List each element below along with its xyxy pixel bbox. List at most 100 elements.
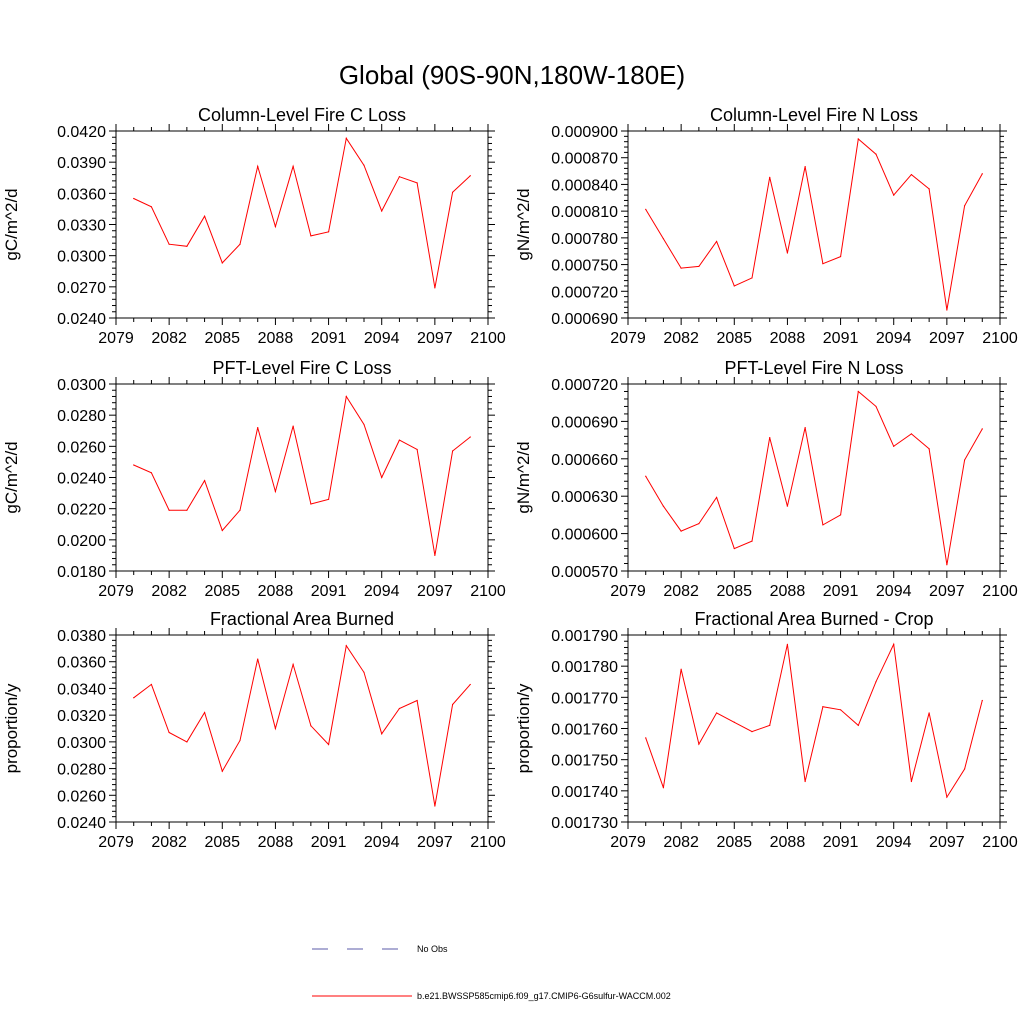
data-point [733, 547, 735, 550]
y-tick-label: 0.001750 [551, 753, 618, 770]
data-point [168, 509, 170, 511]
data-point [875, 153, 877, 155]
data-point [451, 450, 454, 452]
y-tick-label: 0.0360 [57, 655, 106, 672]
data-point [469, 436, 471, 438]
data-point [150, 206, 153, 208]
y-tick-label: 0.000750 [551, 258, 618, 275]
data-point [203, 480, 206, 482]
panel-grid: Column-Level Fire C Loss gC/m^2/d 2079 2082… [2, 105, 1018, 851]
data-point [715, 240, 718, 243]
data-point [168, 731, 170, 734]
data-point [715, 712, 718, 714]
y-tick-label: 0.000810 [551, 204, 618, 221]
data-point [645, 737, 647, 739]
data-point [310, 235, 312, 237]
data-point [698, 265, 700, 267]
data-point [680, 267, 682, 269]
data-point [239, 243, 241, 245]
data-point [733, 721, 735, 723]
data-point [133, 197, 135, 200]
x-tick-label: 2091 [311, 834, 347, 851]
y-tick-label: 0.000900 [551, 124, 618, 141]
series-line-1 [133, 136, 471, 288]
x-tick-label: 2097 [929, 583, 965, 600]
x-tick-label: 2085 [716, 330, 752, 347]
series-line-1 [645, 390, 983, 565]
plot-frame [115, 634, 489, 823]
x-tick-label: 2100 [470, 834, 506, 851]
y-tick-label: 0.000690 [551, 414, 618, 431]
x-tick-label: 2100 [470, 330, 506, 347]
series-line-1 [133, 644, 471, 807]
x-tick-label: 2094 [876, 330, 912, 347]
panel-title: Column-Level Fire N Loss [710, 105, 918, 125]
data-point [398, 707, 401, 710]
data-point [416, 699, 418, 702]
x-tick-label: 2082 [663, 330, 699, 347]
data-point [715, 496, 718, 499]
series-line-1 [133, 395, 471, 556]
data-point [416, 182, 418, 184]
data-point [381, 210, 383, 212]
data-point [893, 445, 895, 447]
y-tick-label: 0.001770 [551, 690, 618, 707]
data-point [469, 683, 471, 686]
data-point [857, 138, 859, 140]
y-tick-label: 0.0300 [57, 249, 106, 266]
data-point [910, 433, 913, 435]
plot-frame [627, 383, 1001, 572]
data-point [203, 215, 206, 217]
y-tick-label: 0.0180 [57, 564, 106, 581]
data-point [434, 287, 436, 289]
y-tick-label: 0.001790 [551, 628, 618, 645]
x-tick-label: 2079 [98, 583, 134, 600]
data-point [398, 176, 401, 178]
data-point [875, 681, 877, 683]
series-line-1 [645, 642, 983, 799]
x-tick-label: 2100 [982, 330, 1018, 347]
data-point [274, 225, 277, 228]
y-tick-label: 0.000570 [551, 564, 618, 581]
x-tick-label: 2091 [823, 330, 859, 347]
data-point [221, 262, 223, 264]
y-tick-label: 0.000600 [551, 527, 618, 544]
series-line-1 [645, 138, 983, 311]
x-tick-label: 2079 [98, 834, 134, 851]
data-point [434, 805, 436, 807]
data-point [946, 564, 948, 566]
x-tick-label: 2085 [716, 583, 752, 600]
data-point [946, 309, 948, 311]
data-point [345, 137, 347, 139]
y-tick-label: 0.000690 [551, 311, 618, 328]
plot-frame [627, 130, 1001, 319]
data-point [981, 173, 983, 175]
data-point [893, 643, 895, 645]
data-point [910, 174, 913, 176]
data-point [221, 529, 223, 532]
y-axis-label: gN/m^2/d [514, 441, 533, 513]
data-point [310, 725, 312, 727]
data-point [292, 165, 294, 167]
data-point [310, 503, 312, 505]
data-point [327, 743, 330, 746]
data-point [839, 255, 842, 258]
x-tick-label: 2100 [470, 583, 506, 600]
y-tick-label: 0.0300 [57, 377, 106, 394]
data-point [786, 252, 789, 254]
y-tick-label: 0.0330 [57, 218, 106, 235]
panel-title: PFT-Level Fire C Loss [212, 358, 391, 378]
y-tick-label: 0.0260 [57, 788, 106, 805]
data-point [327, 231, 330, 233]
x-tick-label: 2091 [823, 834, 859, 851]
y-tick-label: 0.000660 [551, 452, 618, 469]
data-point [893, 194, 895, 196]
data-point [928, 712, 930, 714]
y-tick-label: 0.0360 [57, 186, 106, 203]
x-tick-label: 2094 [876, 834, 912, 851]
data-point [857, 724, 859, 726]
x-tick-label: 2097 [929, 834, 965, 851]
data-point [822, 706, 824, 708]
y-axis-label: proportion/y [2, 683, 21, 773]
panel-title: Column-Level Fire C Loss [198, 105, 406, 125]
